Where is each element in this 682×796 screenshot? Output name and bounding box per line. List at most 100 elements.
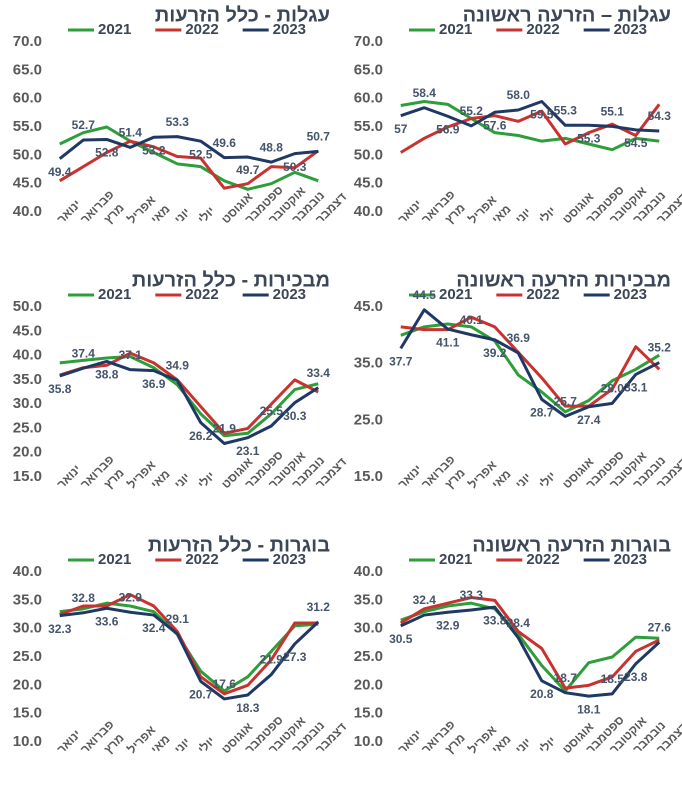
y-tick-label: 25.0 [13, 419, 42, 436]
legend-label: 2022 [185, 286, 218, 303]
data-label: 25.5 [260, 404, 284, 418]
data-label: 55.3 [554, 103, 578, 117]
chart-title: בוגרות - כלל הזרעות [148, 534, 330, 556]
data-label: 17.6 [213, 677, 237, 691]
series-line [400, 315, 661, 408]
x-tick-label: ינואר [54, 197, 83, 226]
legend-label: 2021 [98, 21, 131, 38]
data-label: 26.2 [189, 429, 213, 443]
legend-label: 2023 [614, 551, 647, 568]
series-line [59, 593, 319, 696]
chart-title: מבכירות הזרעה ראשונה [456, 269, 671, 291]
data-label: 50.7 [307, 130, 331, 144]
legend-label: 2022 [526, 286, 559, 303]
data-label: 21.9 [260, 653, 284, 667]
y-tick-label: 45.0 [354, 175, 383, 192]
y-tick-label: 50.0 [13, 146, 42, 163]
data-label: 54.3 [648, 109, 672, 123]
x-tick-label: יולי [195, 204, 217, 226]
data-label: 33.3 [460, 588, 484, 602]
series-line [58, 135, 319, 164]
data-label: 18.3 [236, 701, 260, 715]
series-line [399, 596, 660, 690]
data-label: 34.9 [166, 359, 190, 373]
y-tick-label: 30.0 [13, 395, 42, 412]
chart-panel: בוגרות - כלל הזרעות 10.0 15.0 20.0 25.0 30.0 3… [13, 534, 349, 756]
y-tick-label: 50.0 [13, 298, 42, 315]
y-tick-label: 15.0 [13, 705, 42, 722]
x-tick-label: יולי [195, 469, 217, 491]
data-label: 20.7 [189, 688, 213, 702]
chart-panel: עגלות – הזרעה ראשונה 40.0 45.0 50.0 55.0 60.0… [354, 4, 682, 226]
data-label: 55.2 [460, 104, 484, 118]
y-tick-label: 30.0 [13, 620, 42, 637]
data-label: 52.7 [72, 118, 96, 132]
data-label: 27.4 [577, 413, 601, 427]
series-line [59, 125, 319, 191]
data-label: 30.5 [389, 632, 413, 646]
data-label: 32.9 [436, 618, 460, 632]
y-tick-label: 10.0 [354, 733, 383, 750]
x-tick-label: ינואר [395, 197, 424, 226]
y-tick-label: 35.0 [354, 355, 383, 372]
y-tick-label: 35.0 [13, 371, 42, 388]
data-label: 54.5 [624, 136, 648, 150]
data-label: 33.4 [307, 366, 331, 380]
data-label: 55.1 [601, 105, 625, 119]
data-label: 20.8 [530, 687, 554, 701]
data-label: 25.7 [554, 395, 578, 409]
data-label: 28.0 [601, 382, 625, 396]
y-tick-label: 40.0 [13, 347, 42, 364]
legend-label: 2021 [439, 21, 472, 38]
y-tick-label: 40.0 [354, 203, 383, 220]
series-line [59, 359, 320, 445]
x-tick-label: יולי [536, 469, 558, 491]
y-tick-label: 15.0 [354, 468, 383, 485]
data-label: 56.9 [436, 122, 460, 136]
data-label: 36.9 [142, 377, 166, 391]
legend-label: 2022 [526, 551, 559, 568]
data-label: 21.9 [213, 422, 237, 436]
legend-label: 2021 [439, 286, 472, 303]
x-tick-label: ינואר [395, 727, 424, 756]
series-line [399, 308, 660, 418]
y-tick-label: 25.0 [354, 648, 383, 665]
y-tick-label: 55.0 [13, 118, 42, 135]
data-label: 32.4 [142, 621, 166, 635]
chart-panel: עגלות - כלל הזרעות 40.0 45.0 50.0 55.0 60.0 65… [13, 4, 349, 226]
y-tick-label: 35.0 [354, 591, 383, 608]
data-label: 39.2 [483, 346, 507, 360]
chart-title: עגלות – הזרעה ראשונה [463, 4, 671, 26]
data-label: 29.1 [166, 612, 190, 626]
y-tick-label: 40.0 [13, 563, 42, 580]
legend-label: 2022 [526, 21, 559, 38]
chart-panel: מבכירות - כלל הזרעות 15.0 20.0 25.0 30.0 35.0… [13, 269, 349, 491]
x-tick-label: יולי [195, 734, 217, 756]
chart-panel: מבכירות הזרעה ראשונה 15.0 25.0 35.0 45.0 ינוא… [354, 269, 682, 491]
data-label: 28.7 [530, 406, 554, 420]
data-label: 32.8 [72, 591, 96, 605]
data-label: 35.8 [48, 382, 72, 396]
data-label: 49.7 [236, 163, 260, 177]
y-tick-label: 15.0 [354, 705, 383, 722]
data-label: 49.4 [48, 165, 72, 179]
y-tick-label: 50.0 [354, 146, 383, 163]
data-label: 55.3 [577, 131, 601, 145]
series-line [400, 100, 660, 152]
data-label: 38.8 [95, 368, 119, 382]
data-label: 37.7 [389, 355, 413, 369]
x-tick-label: יוני [172, 470, 193, 491]
y-tick-label: 60.0 [13, 90, 42, 107]
data-label: 23.1 [236, 444, 260, 458]
chart-panel: בוגרות הזרעה ראשונה 10.0 15.0 20.0 25.0 30.0 3… [354, 534, 682, 756]
data-label: 33.1 [624, 381, 648, 395]
legend-label: 2023 [614, 21, 647, 38]
x-tick-label: יוני [172, 205, 193, 226]
data-label: 53.2 [142, 143, 166, 157]
series-line [400, 100, 660, 133]
data-label: 58.4 [413, 86, 437, 100]
x-tick-label: יוני [513, 205, 534, 226]
series-line [59, 351, 319, 435]
data-label: 50.3 [283, 160, 307, 174]
data-label: 18.7 [554, 671, 578, 685]
